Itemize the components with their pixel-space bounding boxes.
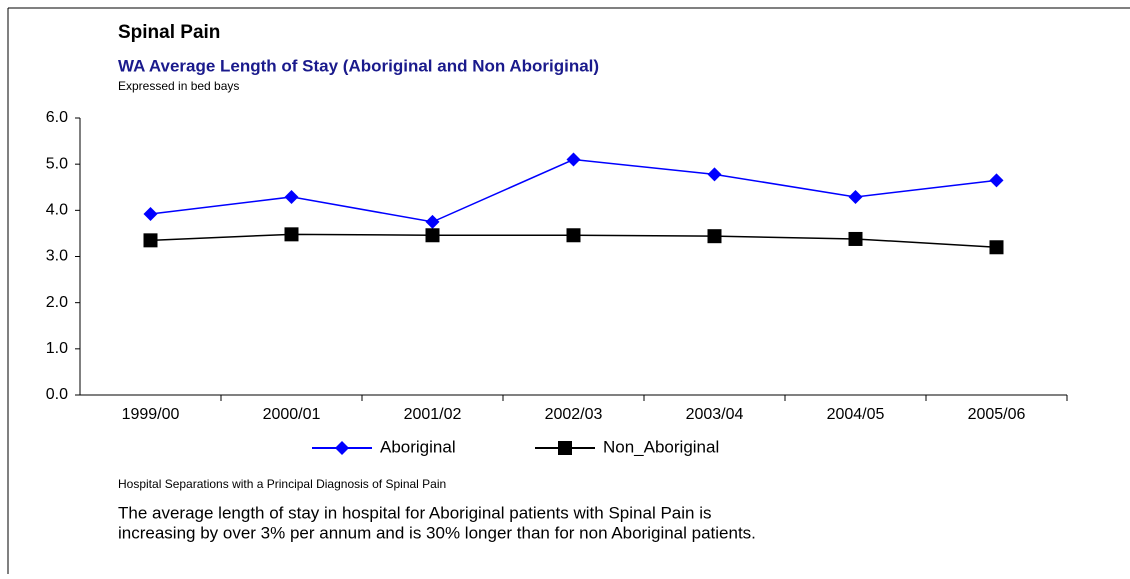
x-tick-label: 2000/01 [263,406,321,423]
legend-label: Aboriginal [380,437,456,456]
chart-title: Spinal Pain [118,22,220,43]
data-point [143,233,158,248]
legend-marker [335,441,349,455]
chart-subtitle: WA Average Length of Stay (Aboriginal an… [118,56,599,75]
x-tick-label: 2001/02 [404,406,462,423]
legend-label: Non_Aboriginal [603,437,719,456]
data-point [143,207,158,222]
data-point [989,240,1004,255]
data-point [566,152,581,167]
y-tick-label: 6.0 [46,109,68,126]
note-line: increasing by over 3% per annum and is 3… [118,523,756,542]
data-point [566,228,581,243]
x-tick-label: 2002/03 [545,406,603,423]
data-point [989,173,1004,188]
data-point [707,229,722,244]
x-tick-label: 2003/04 [686,406,744,423]
data-point [284,189,299,204]
data-point [848,189,863,204]
y-tick-label: 0.0 [46,386,68,403]
y-tick-label: 3.0 [46,248,68,265]
y-tick-label: 2.0 [46,294,68,311]
y-tick-label: 4.0 [46,202,68,219]
data-point [707,167,722,182]
data-point [425,214,440,229]
data-point [848,231,863,246]
x-tick-label: 1999/00 [122,406,180,423]
y-axis-label: Expressed in bed bays [118,79,239,93]
y-tick-label: 1.0 [46,340,68,357]
caption: Hospital Separations with a Principal Di… [118,477,446,491]
data-point [284,227,299,242]
data-point [425,228,440,243]
x-tick-label: 2005/06 [968,406,1026,423]
note-line: The average length of stay in hospital f… [118,503,711,522]
series-line [150,158,997,223]
y-tick-label: 5.0 [46,155,68,172]
x-tick-label: 2004/05 [827,406,885,423]
legend-marker [558,441,572,455]
